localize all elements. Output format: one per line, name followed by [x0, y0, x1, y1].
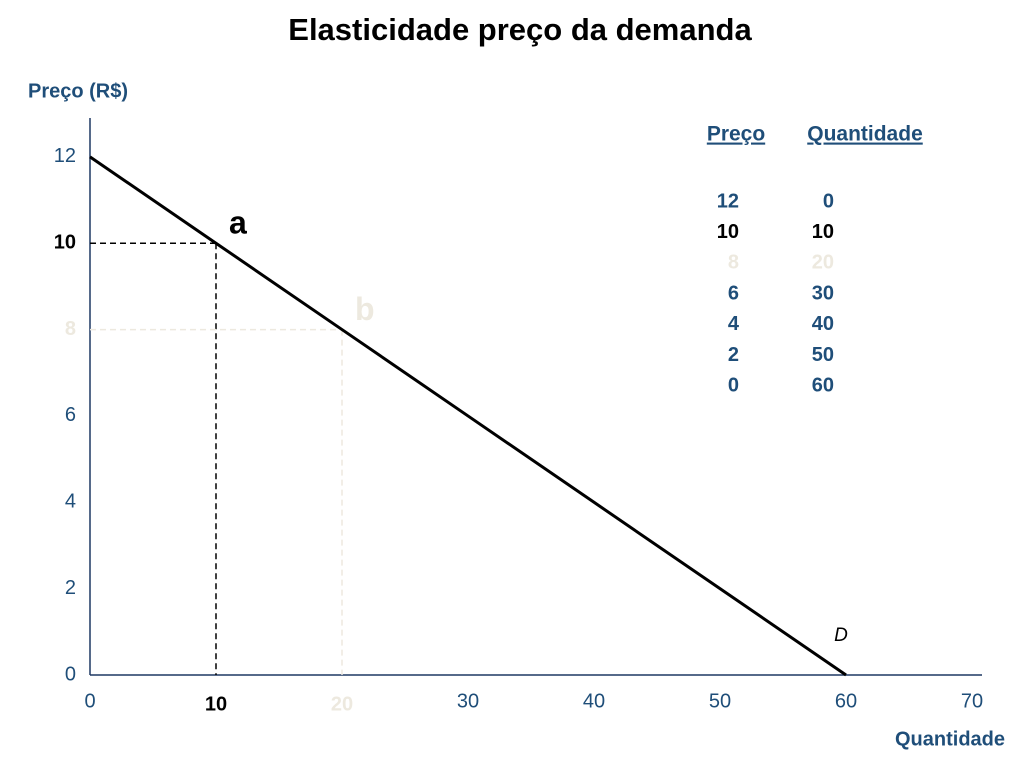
table-quantity: 60: [812, 374, 834, 396]
point-label: a: [229, 205, 247, 241]
table-price: 8: [728, 252, 739, 274]
table-quantity: 20: [812, 252, 834, 274]
x-tick-label: 40: [583, 690, 605, 712]
y-tick-label: 4: [65, 491, 76, 513]
table-header: Quantidade: [807, 123, 923, 146]
y-tick-label: 10: [54, 231, 76, 253]
x-tick-label: 60: [835, 690, 857, 712]
y-tick-label: 12: [54, 145, 76, 167]
table-price: 2: [728, 344, 739, 366]
table-price: 10: [717, 221, 739, 243]
curve-label: D: [834, 625, 848, 646]
table-price: 0: [728, 374, 739, 396]
table-quantity: 0: [823, 190, 834, 212]
table-quantity: 30: [812, 282, 834, 304]
y-tick-label: 8: [65, 318, 76, 340]
y-tick-label: 2: [65, 577, 76, 599]
x-axis-label: Quantidade: [895, 728, 1005, 750]
table-quantity: 50: [812, 344, 834, 366]
x-tick-label: 30: [457, 690, 479, 712]
table-price: 12: [717, 190, 739, 212]
point-label: b: [355, 291, 375, 327]
x-tick-label: 20: [331, 693, 353, 715]
chart-title: Elasticidade preço da demanda: [288, 12, 752, 47]
table-price: 6: [728, 282, 739, 304]
table-quantity: 40: [812, 313, 834, 335]
x-tick-label: 0: [84, 690, 95, 712]
y-tick-label: 6: [65, 404, 76, 426]
table-price: 4: [728, 313, 740, 335]
x-tick-label: 70: [961, 690, 983, 712]
table-header: Preço: [707, 123, 765, 146]
x-tick-label: 50: [709, 690, 731, 712]
y-tick-label: 0: [65, 663, 76, 685]
table-quantity: 10: [812, 221, 834, 243]
y-axis-label: Preço (R$): [28, 80, 128, 102]
x-tick-label: 10: [205, 693, 227, 715]
demand-line: [89, 155, 847, 677]
